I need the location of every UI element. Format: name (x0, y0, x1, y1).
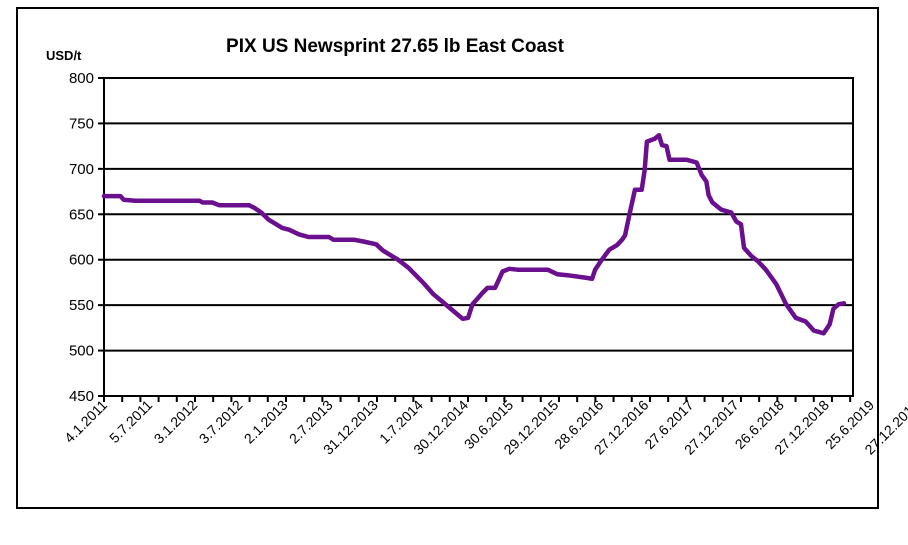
chart-title: PIX US Newsprint 27.65 lb East Coast (226, 36, 565, 57)
y-tick-label: 550 (69, 297, 94, 314)
y-tick-label: 450 (69, 388, 94, 405)
y-tick-label: 500 (69, 343, 94, 360)
y-tick-label: 750 (69, 115, 94, 132)
y-axis-label: USD/t (46, 48, 82, 63)
y-tick-label: 600 (69, 252, 94, 269)
y-tick-label: 650 (69, 206, 94, 223)
y-tick-label: 700 (69, 161, 94, 178)
y-tick-label: 800 (69, 70, 94, 87)
